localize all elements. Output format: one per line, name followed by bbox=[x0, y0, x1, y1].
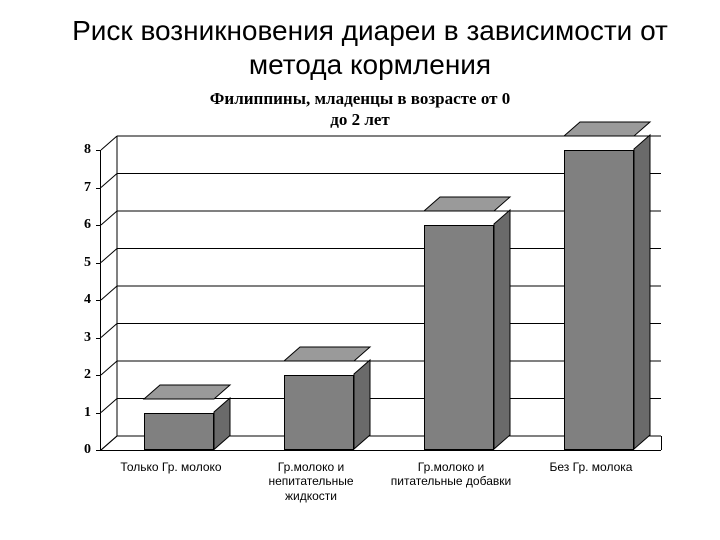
bar bbox=[564, 150, 634, 450]
category-label: Гр.молоко и питательные добавки bbox=[386, 460, 516, 489]
bar-front bbox=[144, 413, 214, 451]
axis-right-stub bbox=[661, 436, 662, 450]
bar bbox=[424, 225, 494, 450]
category-label: Без Гр. молока bbox=[526, 460, 656, 474]
y-tick bbox=[96, 375, 101, 376]
chart-subtitle: Филиппины, младенцы в возрасте от 0 до 2… bbox=[200, 88, 520, 131]
bar-side bbox=[494, 225, 510, 450]
y-tick bbox=[96, 413, 101, 414]
y-tick bbox=[96, 450, 101, 451]
bar-front bbox=[284, 375, 354, 450]
y-tick bbox=[96, 225, 101, 226]
y-tick bbox=[96, 338, 101, 339]
bar-side bbox=[214, 413, 230, 451]
bar-top bbox=[424, 211, 494, 225]
y-tick bbox=[96, 188, 101, 189]
y-tick bbox=[96, 263, 101, 264]
bar-side bbox=[634, 150, 650, 450]
y-tick-label: 8 bbox=[84, 142, 91, 158]
y-tick-label: 1 bbox=[84, 405, 91, 421]
y-tick bbox=[96, 300, 101, 301]
bar-front bbox=[564, 150, 634, 450]
bar bbox=[284, 375, 354, 450]
bar-top bbox=[284, 361, 354, 375]
bar-top bbox=[144, 399, 214, 413]
bar bbox=[144, 413, 214, 451]
category-label: Гр.молоко и непитательные жидкости bbox=[246, 460, 376, 503]
plot-area: 012345678Только Гр. молокоГр.молоко и не… bbox=[100, 150, 661, 451]
bar-front bbox=[424, 225, 494, 450]
bar-top bbox=[564, 136, 634, 150]
y-tick-label: 5 bbox=[84, 255, 91, 271]
bar-chart: 012345678Только Гр. молокоГр.молоко и не… bbox=[60, 150, 660, 490]
y-tick-label: 6 bbox=[84, 217, 91, 233]
category-label: Только Гр. молоко bbox=[106, 460, 236, 474]
bar-side bbox=[354, 375, 370, 450]
y-tick-label: 7 bbox=[84, 180, 91, 196]
y-tick-label: 3 bbox=[84, 330, 91, 346]
y-tick-label: 2 bbox=[84, 367, 91, 383]
y-tick-label: 0 bbox=[84, 442, 91, 458]
y-tick bbox=[96, 150, 101, 151]
y-tick-label: 4 bbox=[84, 292, 91, 308]
page-title: Риск возникновения диареи в зависимости … bbox=[40, 14, 700, 81]
